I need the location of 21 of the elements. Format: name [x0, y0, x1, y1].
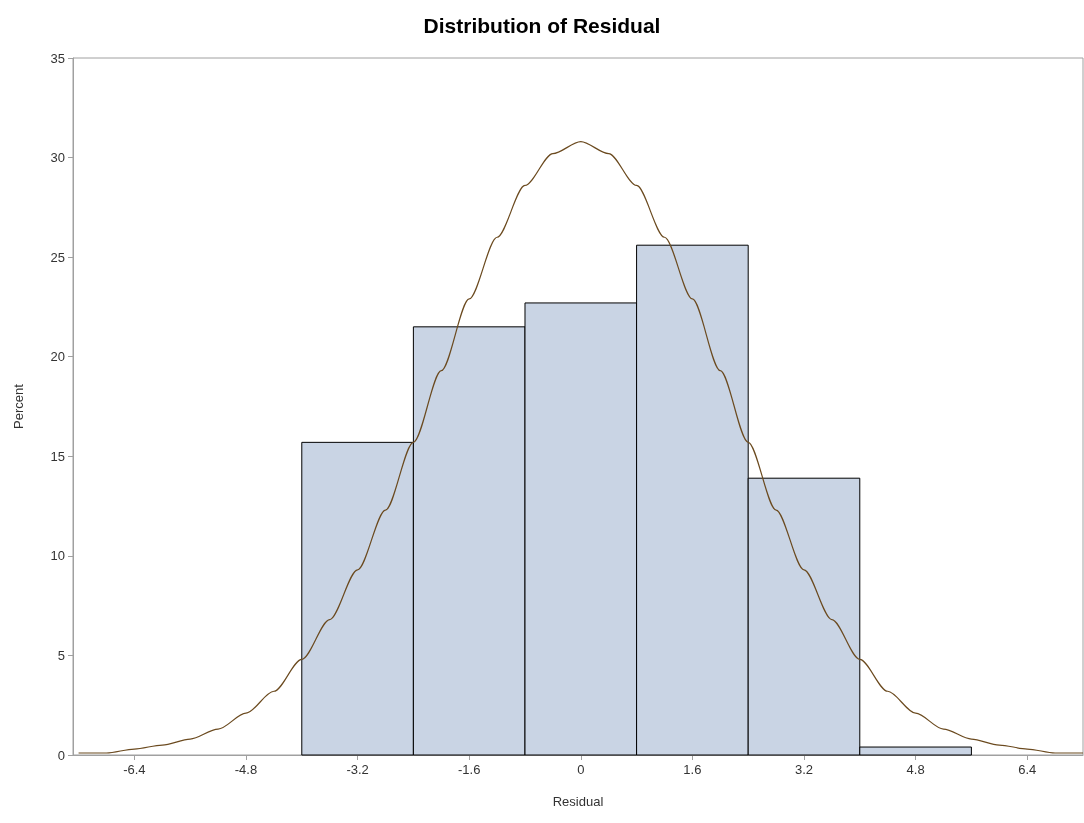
- x-tick-label: 3.2: [794, 762, 814, 777]
- y-tick-label: 5: [57, 647, 65, 663]
- y-tick-label: 0: [57, 747, 65, 763]
- y-tick-label: 25: [50, 249, 65, 265]
- x-tick-label: 6.4: [1018, 762, 1037, 777]
- x-tick-label: 0: [577, 762, 585, 777]
- chart-title: Distribution of Residual: [423, 14, 661, 37]
- y-tick-label: 30: [50, 150, 65, 166]
- x-tick-label: -1.6: [457, 762, 481, 777]
- y-tick-label: 10: [50, 548, 65, 564]
- line-series: [77, 141, 1084, 754]
- y-tick-label: 15: [50, 448, 65, 464]
- y-tick-label: 35: [50, 50, 65, 66]
- x-tick-label: -4.8: [234, 762, 258, 777]
- x-tick-label: 1.6: [683, 762, 702, 777]
- x-axis-title: Residual: [552, 794, 604, 809]
- y-tick-label: 20: [50, 349, 65, 365]
- y-axis-title: Percent: [11, 383, 26, 429]
- x-tick-label: -3.2: [346, 762, 369, 777]
- x-tick-label: 4.8: [906, 762, 925, 777]
- x-tick-label: -6.4: [123, 762, 146, 777]
